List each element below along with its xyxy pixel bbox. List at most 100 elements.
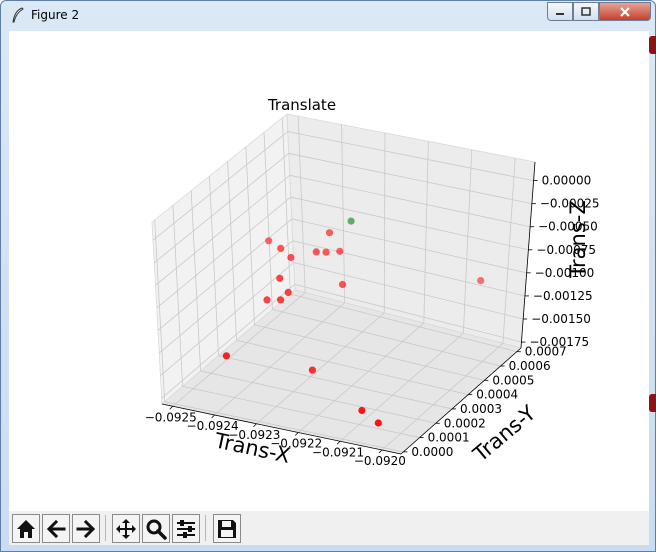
x-tick-label: −0.0925 <box>145 410 197 424</box>
z-grid-line <box>288 153 532 205</box>
x-grid-line <box>297 322 425 433</box>
y-grid-line <box>200 370 436 424</box>
z-grid-line <box>158 240 294 354</box>
x-tick-label: −0.0922 <box>270 437 322 451</box>
back-button[interactable] <box>42 514 70 543</box>
home-icon <box>17 519 35 538</box>
data-point <box>336 247 344 255</box>
forward-button[interactable] <box>72 514 100 543</box>
data-point <box>276 274 284 282</box>
y-grid-line <box>190 190 201 371</box>
z-grid-line <box>289 174 531 228</box>
toolbar-separator <box>205 515 206 541</box>
z-tick-label: −0.00150 <box>531 312 591 326</box>
z-grid-line <box>294 283 522 343</box>
zoom-icon <box>146 519 167 540</box>
title-bar[interactable]: Figure 2 <box>1 1 655 31</box>
data-point <box>477 277 485 285</box>
x-tick <box>169 405 174 410</box>
x-tick <box>378 449 383 454</box>
tick-labels: −0.0925−0.0924−0.0923−0.0922−0.0921−0.09… <box>145 174 600 468</box>
z-tick-label: 0.00000 <box>542 174 592 188</box>
z-tick-label: −0.00100 <box>535 266 595 280</box>
configure-subplots-button[interactable] <box>172 514 200 543</box>
data-point <box>222 352 230 360</box>
arrow-right-icon <box>76 519 96 538</box>
minimize-icon <box>556 12 564 15</box>
data-point <box>322 248 330 256</box>
grid-lines <box>152 116 534 453</box>
plot-area[interactable]: −0.0925−0.0924−0.0923−0.0922−0.0921−0.09… <box>9 31 649 511</box>
tick-marks <box>169 180 538 454</box>
y-grid-line <box>254 324 485 381</box>
x-grid-line <box>383 132 386 313</box>
y-grid-line <box>154 219 166 402</box>
x-grid-line <box>172 292 306 407</box>
figure-canvas: −0.0925 −0.0924 −0.0923 −0.0922 −0.0921 −0.09… <box>9 31 649 545</box>
y-grid-line <box>236 339 469 396</box>
z-grid-line <box>293 262 524 320</box>
move-icon <box>116 518 136 539</box>
data-point <box>374 419 382 427</box>
sliders-icon <box>177 519 195 538</box>
data-point <box>263 296 271 304</box>
data-point <box>287 253 295 262</box>
x-grid-line <box>381 343 504 451</box>
minimize-button[interactable] <box>547 2 573 21</box>
pan-button[interactable] <box>112 514 140 543</box>
z-grid-line <box>152 131 289 241</box>
y-grid-line <box>208 176 219 356</box>
x-grid-line <box>297 116 306 293</box>
z-tick-label: −0.00175 <box>529 335 589 349</box>
y-grid-line <box>172 205 184 387</box>
z-grid-line <box>161 284 296 399</box>
y-tick-label: 0.0007 <box>525 345 567 359</box>
window-title: Figure 2 <box>31 8 80 22</box>
y-grid-line <box>164 401 404 453</box>
x-tick-label: −0.0923 <box>228 428 280 442</box>
x-tick-label: −0.0920 <box>354 454 406 468</box>
maximize-button[interactable] <box>573 2 599 21</box>
y-tick-label: 0.0001 <box>428 431 470 445</box>
close-button[interactable] <box>599 2 651 21</box>
x-grid-line <box>256 312 385 425</box>
close-icon <box>620 6 630 17</box>
y-grid-line <box>182 385 420 438</box>
zoom-button[interactable] <box>142 514 170 543</box>
arrow-left-icon <box>46 519 66 538</box>
y-grid-line <box>227 161 237 341</box>
home-button[interactable] <box>12 514 40 543</box>
data-point <box>308 366 316 374</box>
y-tick-label: 0.0000 <box>411 445 453 459</box>
data-points <box>222 217 485 427</box>
z-tick-label: −0.00025 <box>540 197 600 211</box>
z-axis-line <box>520 161 536 349</box>
z-tick-label: −0.00050 <box>538 220 598 234</box>
data-point <box>358 406 366 415</box>
window-edge-mark <box>649 36 656 54</box>
data-point <box>347 217 355 225</box>
z-tick-label: −0.00075 <box>536 243 596 257</box>
data-point <box>265 237 273 245</box>
maximize-icon <box>581 7 591 16</box>
data-point <box>312 248 320 256</box>
x-grid-line <box>339 332 464 442</box>
data-point <box>325 229 334 237</box>
x-tick <box>336 440 341 445</box>
x-grid-line <box>341 124 346 303</box>
z-grid-line <box>287 131 534 181</box>
z-grid-line <box>155 174 291 286</box>
y-grid-line <box>290 293 517 353</box>
y-tick-label: 0.0006 <box>509 359 551 373</box>
x-axis-line <box>161 403 402 455</box>
window-edge-mark <box>649 394 656 412</box>
y-tick-label: 0.0005 <box>492 373 534 387</box>
y-grid-line <box>272 308 501 367</box>
z-grid-line <box>156 196 292 309</box>
data-point <box>338 280 347 289</box>
save-button[interactable] <box>213 514 241 543</box>
z-axis-label: Trans-Z <box>566 200 590 278</box>
x-tick-label: −0.0921 <box>312 445 364 459</box>
feather-icon <box>12 7 24 23</box>
